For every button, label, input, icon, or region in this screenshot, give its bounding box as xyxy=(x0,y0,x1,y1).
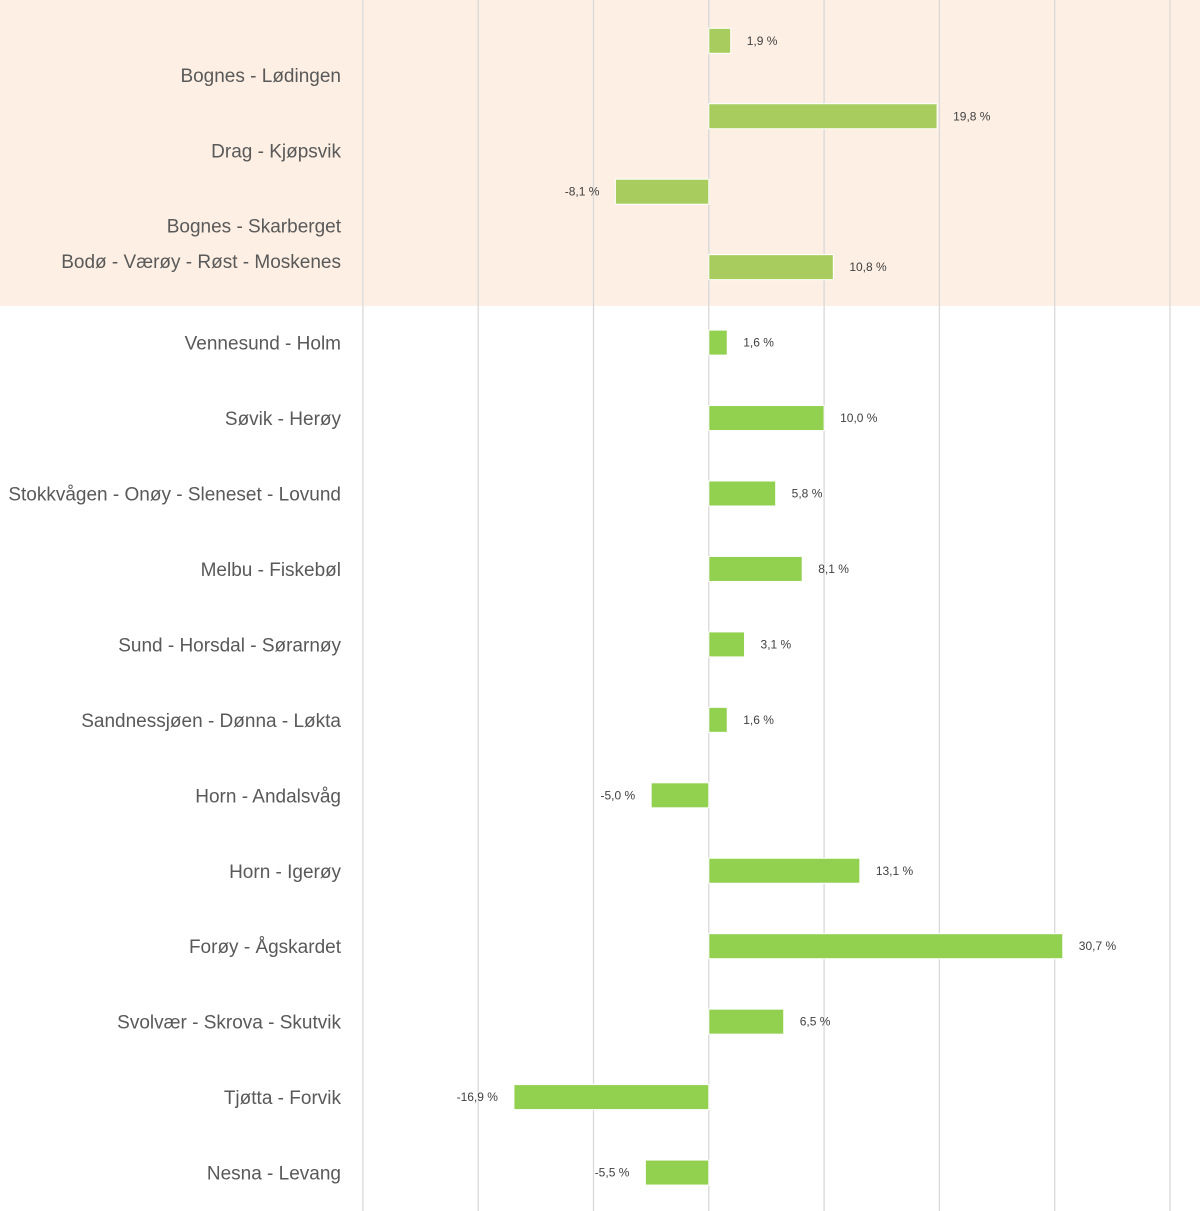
category-label: Nesna - Levang xyxy=(207,1164,341,1185)
data-label: 1,6 % xyxy=(743,713,774,727)
category-label: Sund - Horsdal - Sørarnøy xyxy=(118,635,341,656)
bar xyxy=(708,27,732,54)
data-label: 1,6 % xyxy=(743,336,774,350)
category-label: Drag - Kjøpsvik xyxy=(211,141,341,162)
category-label: Svolvær - Skrova - Skutvik xyxy=(117,1013,341,1034)
category-label: Søvik - Herøy xyxy=(225,409,342,430)
bar xyxy=(708,555,803,582)
data-label: 10,0 % xyxy=(840,411,878,425)
data-label: -16,9 % xyxy=(457,1090,499,1104)
category-label: Forøy - Ågskardet xyxy=(189,937,342,958)
category-label: Horn - Igerøy xyxy=(229,862,341,883)
data-label: 13,1 % xyxy=(876,864,914,878)
bar xyxy=(708,706,728,733)
data-label: 1,9 % xyxy=(747,34,778,48)
bar xyxy=(708,329,728,356)
bar xyxy=(708,631,746,658)
data-label: 8,1 % xyxy=(818,562,849,576)
category-label: Vennesund - Holm xyxy=(185,334,341,355)
bar xyxy=(708,857,861,884)
category-label: Stokkvågen - Onøy - Sleneset - Lovund xyxy=(8,485,341,506)
bar xyxy=(708,254,834,281)
data-label: 6,5 % xyxy=(800,1015,831,1029)
bar xyxy=(708,480,777,507)
data-label: -5,0 % xyxy=(600,788,635,802)
data-label: 5,8 % xyxy=(792,487,823,501)
bar xyxy=(708,933,1064,960)
data-label: -5,5 % xyxy=(595,1166,630,1180)
highlight-band xyxy=(0,0,1200,306)
data-label: 10,8 % xyxy=(849,260,887,274)
category-label: Bodø - Værøy - Røst - Moskenes xyxy=(61,252,341,273)
bar xyxy=(644,1159,710,1186)
category-label: Bognes - Lødingen xyxy=(180,66,341,87)
category-label: Melbu - Fiskebøl xyxy=(201,560,341,581)
category-label: Sandnessjøen - Dønna - Løkta xyxy=(81,711,341,732)
data-label: -8,1 % xyxy=(565,185,600,199)
category-label: Bognes - Skarberget xyxy=(167,217,342,238)
bar xyxy=(513,1084,710,1111)
bar xyxy=(650,782,710,809)
category-label: Horn - Andalsvåg xyxy=(195,786,341,807)
data-label: 19,8 % xyxy=(953,109,991,123)
category-label: Tjøtta - Forvik xyxy=(224,1088,342,1109)
bar xyxy=(708,103,938,130)
bar xyxy=(614,178,710,205)
data-label: 30,7 % xyxy=(1079,939,1117,953)
data-label: 3,1 % xyxy=(761,637,792,651)
bar xyxy=(708,1008,785,1035)
bar xyxy=(708,405,825,432)
